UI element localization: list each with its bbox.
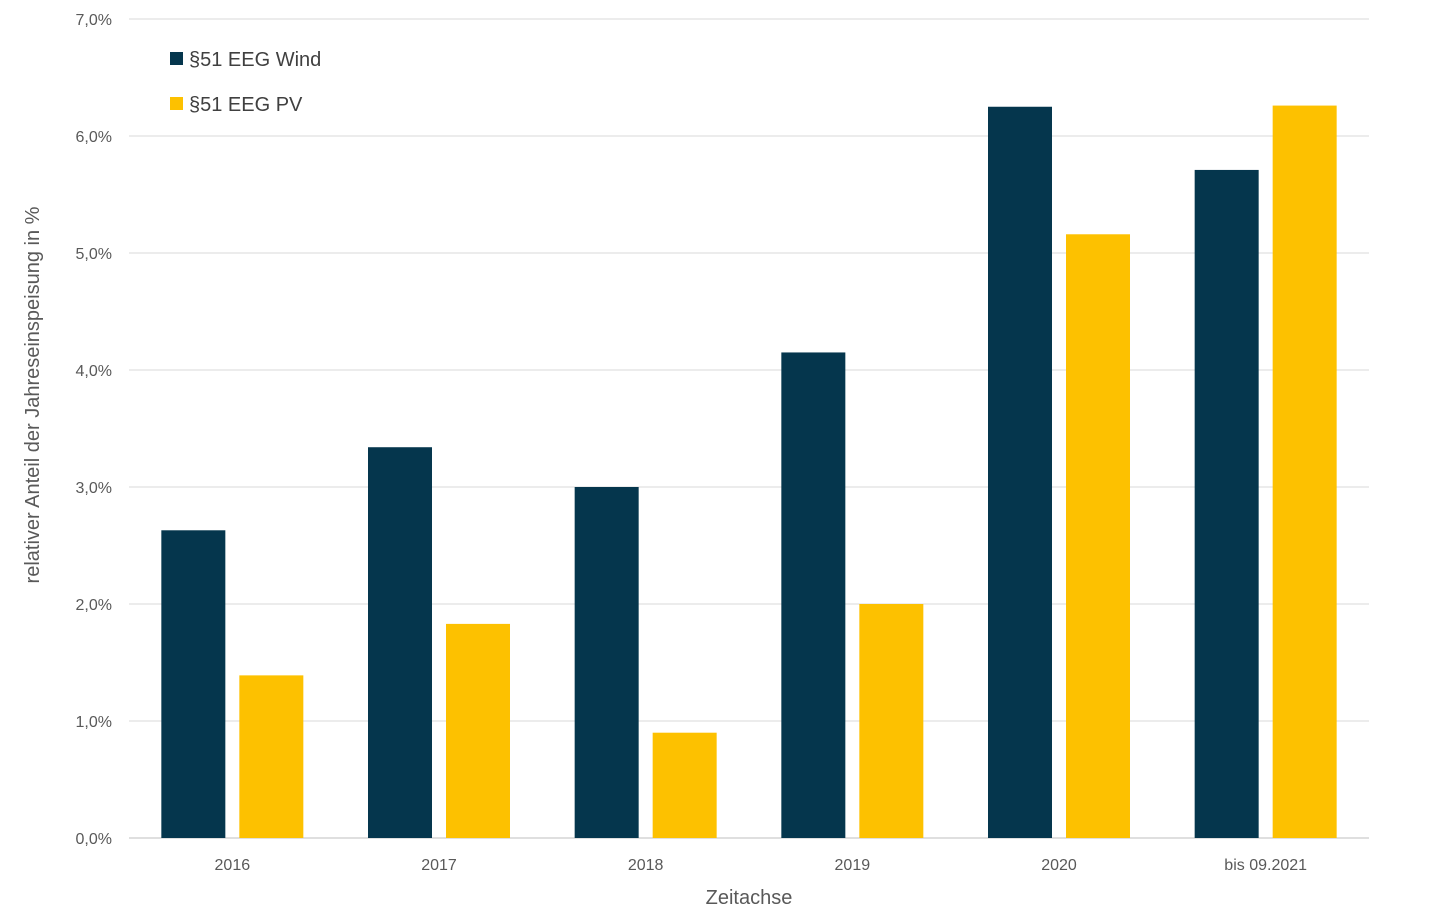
bar-wind-4 (988, 106, 1052, 838)
x-tick-label: 2016 (215, 857, 251, 874)
bar-pv-0 (239, 675, 304, 838)
bar-wind-1 (368, 447, 432, 838)
bar-pv-5 (1272, 105, 1337, 838)
y-axis-ticks: 0,0% 1,0% 2,0% 3,0% 4,0% 5,0% 6,0% 7,0% (76, 12, 112, 848)
y-tick-label: 4,0% (76, 363, 112, 380)
legend-swatch (170, 52, 183, 65)
x-tick-label: 2017 (421, 857, 457, 874)
bar-pv-1 (446, 623, 510, 838)
y-tick-label: 1,0% (76, 714, 112, 731)
bar-pv-4 (1066, 234, 1130, 838)
bar-wind-2 (574, 487, 639, 838)
legend-swatch (170, 97, 183, 110)
x-tick-label: 2018 (628, 857, 664, 874)
y-tick-label: 5,0% (76, 246, 112, 263)
bar-wind-0 (161, 530, 226, 838)
bar-pv-2 (652, 732, 717, 838)
x-tick-label: bis 09.2021 (1224, 857, 1307, 874)
x-tick-label: 2019 (835, 857, 871, 874)
x-axis-ticks: 2016 2017 2018 2019 2020 bis 09.2021 (215, 857, 1308, 874)
x-axis-title: Zeitachse (706, 887, 793, 909)
y-tick-label: 0,0% (76, 831, 112, 848)
bar-pv-3 (859, 604, 924, 838)
bar-wind-3 (781, 352, 846, 838)
gridlines (129, 18, 1369, 839)
y-tick-label: 6,0% (76, 129, 112, 146)
bars (161, 105, 1337, 838)
y-tick-label: 2,0% (76, 597, 112, 614)
x-tick-label: 2020 (1041, 857, 1077, 874)
legend-label: §51 EEG Wind (189, 49, 321, 71)
legend: §51 EEG Wind §51 EEG PV (170, 49, 321, 116)
legend-label: §51 EEG PV (189, 94, 303, 116)
bar-wind-5 (1194, 169, 1259, 838)
y-tick-label: 7,0% (76, 12, 112, 29)
y-tick-label: 3,0% (76, 480, 112, 497)
y-axis-title: relativer Anteil der Jahreseinspeisung i… (22, 206, 44, 583)
